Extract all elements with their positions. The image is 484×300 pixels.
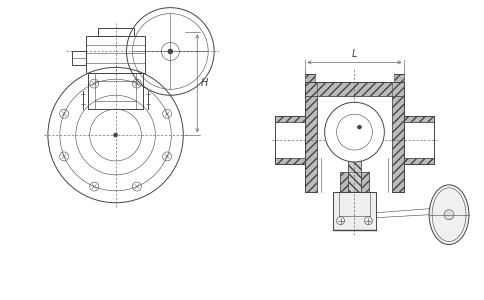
Text: H: H (201, 78, 209, 88)
Bar (275, 158, 305, 164)
Bar (394, 74, 404, 82)
Bar (340, 172, 348, 192)
Circle shape (168, 49, 173, 54)
Ellipse shape (429, 185, 469, 244)
Bar (393, 82, 404, 192)
Bar (86, 35, 146, 74)
Bar (348, 157, 362, 192)
Bar (362, 172, 369, 192)
Bar (305, 74, 315, 82)
Circle shape (358, 125, 362, 129)
Bar (72, 52, 86, 65)
Text: L: L (352, 50, 357, 59)
Bar (333, 192, 377, 230)
Bar (404, 158, 434, 164)
Bar (404, 116, 434, 122)
Bar (98, 28, 134, 35)
Circle shape (325, 102, 384, 162)
Bar (305, 82, 404, 96)
Bar (275, 116, 305, 122)
Circle shape (444, 210, 454, 220)
Bar (305, 82, 317, 192)
Circle shape (114, 133, 118, 137)
